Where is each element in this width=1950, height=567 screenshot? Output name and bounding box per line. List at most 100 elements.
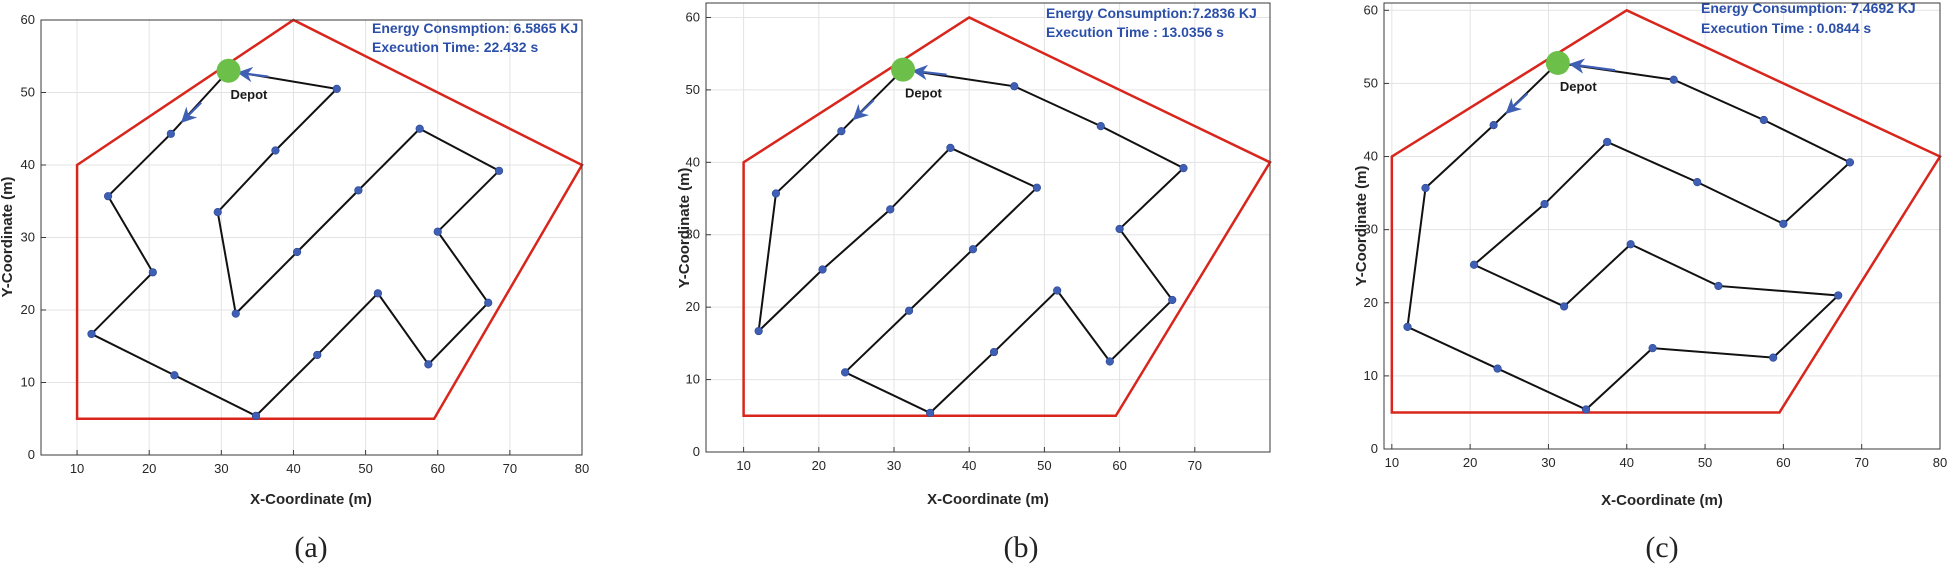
sensor-node	[904, 306, 914, 315]
panel-c: 10 20 30 40 50 60 70 80 0 10 20 30 40 50 60 Depot Ener…	[1353, 0, 1947, 564]
depot-label: Depot	[231, 87, 269, 102]
y-tick-label: 20	[686, 299, 700, 314]
y-tick-label: 40	[686, 154, 700, 169]
y-tick-label: 30	[21, 230, 35, 245]
x-tick-label: 80	[575, 461, 589, 476]
direction-arrow	[911, 64, 947, 81]
tick-labels: 10 20 30 40 50 60 70 0 10 20 30 40 50 60	[686, 9, 1203, 473]
x-tick-label: 40	[286, 461, 300, 476]
sensor-node	[415, 124, 424, 133]
x-tick-label: 70	[1188, 458, 1202, 473]
sensor-node	[837, 127, 846, 136]
boundary-polygon	[1390, 8, 1942, 414]
y-tick-label: 60	[21, 12, 35, 27]
sensor-node	[886, 205, 895, 214]
sensor-node	[271, 146, 280, 155]
x-tick-label: 40	[1620, 455, 1634, 470]
sensor-node	[1560, 302, 1569, 311]
energy-consumption: Energy Consumption:7.2836 KJ	[1046, 5, 1257, 21]
direction-arrow	[1505, 92, 1529, 115]
direction-arrow	[1568, 58, 1616, 74]
y-tick-label: 50	[1364, 75, 1378, 90]
y-tick-label: 40	[21, 157, 35, 172]
sensor-node	[484, 298, 493, 307]
sensor-node	[989, 347, 999, 357]
boundary-polygon	[742, 16, 1272, 418]
panel-a: 10 20 30 40 50 60 70 80 0 10 20 30 40 50 60 Depot Ener…	[0, 12, 589, 564]
energy-consumption: Energy Consumption: 7.4692 KJ	[1701, 0, 1916, 16]
y-tick-label: 10	[1364, 368, 1378, 383]
sensor-node	[771, 189, 781, 198]
sensor-nodes	[87, 84, 504, 420]
sensor-node	[946, 143, 955, 152]
direction-arrows	[180, 66, 269, 123]
sensor-node	[754, 326, 763, 336]
sensor-node	[424, 360, 433, 369]
y-tick-label: 20	[1364, 295, 1378, 310]
x-axis-label: X-Coordinate (m)	[927, 491, 1049, 508]
sensor-node	[292, 247, 302, 257]
sensor-node	[1581, 405, 1591, 414]
sensor-node	[1626, 240, 1635, 249]
sensor-node	[103, 192, 113, 201]
depot-marker	[891, 57, 916, 82]
y-tick-label: 0	[693, 444, 700, 459]
x-tick-label: 70	[503, 461, 517, 476]
y-axis-label: Y-Coordinate (m)	[676, 168, 693, 289]
x-tick-label: 10	[70, 461, 84, 476]
sensor-node	[1693, 178, 1702, 187]
x-tick-label: 60	[1776, 455, 1790, 470]
sensor-node	[231, 309, 240, 318]
direction-arrow	[180, 101, 202, 123]
y-tick-label: 40	[1364, 149, 1378, 164]
sensor-node	[1669, 75, 1678, 84]
sensor-node	[170, 371, 179, 380]
plot-frame	[1383, 2, 1941, 450]
sensor-node	[1603, 137, 1612, 147]
tick-labels: 10 20 30 40 50 60 70 80 0 10 20 30 40 50 60	[1364, 2, 1948, 470]
panel-caption: (b)	[1004, 531, 1039, 564]
y-axis-label: Y-Coordinate (m)	[0, 177, 16, 298]
sensor-node	[332, 84, 341, 93]
x-tick-label: 10	[1385, 455, 1399, 470]
x-tick-label: 30	[1541, 455, 1555, 470]
sensor-node	[1403, 322, 1412, 331]
boundary-polygon	[75, 18, 584, 420]
x-tick-label: 60	[430, 461, 444, 476]
x-tick-label: 30	[887, 458, 901, 473]
sensor-node	[1179, 164, 1188, 173]
depot-marker	[1545, 50, 1570, 75]
plot-area	[706, 3, 1270, 452]
sensor-node	[1469, 260, 1479, 269]
x-tick-label: 10	[736, 458, 750, 473]
x-tick-label: 20	[812, 458, 826, 473]
sensor-node	[494, 166, 504, 175]
sensor-node	[1714, 281, 1723, 291]
y-tick-label: 60	[686, 9, 700, 24]
sensor-node	[1115, 224, 1124, 234]
sensor-node	[818, 265, 827, 274]
sensor-node	[1096, 122, 1105, 131]
sensor-node	[1032, 183, 1041, 192]
y-tick-label: 50	[686, 82, 700, 97]
sensor-node	[433, 227, 442, 236]
depot-label: Depot	[1560, 79, 1598, 94]
y-tick-label: 50	[21, 85, 35, 100]
energy-consumption: Energy Consmption: 6.5865 KJ	[372, 20, 578, 36]
direction-arrows	[852, 64, 947, 121]
sensor-node	[313, 350, 322, 360]
x-tick-label: 80	[1933, 455, 1947, 470]
sensor-node	[373, 289, 382, 298]
sensor-node	[1421, 183, 1430, 193]
plot-frame	[705, 2, 1271, 453]
y-tick-label: 10	[686, 372, 700, 387]
plot-frame	[40, 19, 583, 456]
sensor-node	[925, 408, 935, 417]
x-tick-label: 40	[962, 458, 976, 473]
sensor-node	[1489, 121, 1498, 130]
sensor-node	[1010, 82, 1019, 91]
sensor-node	[87, 329, 96, 339]
sensor-node	[1648, 344, 1657, 353]
depot-marker	[216, 58, 241, 83]
